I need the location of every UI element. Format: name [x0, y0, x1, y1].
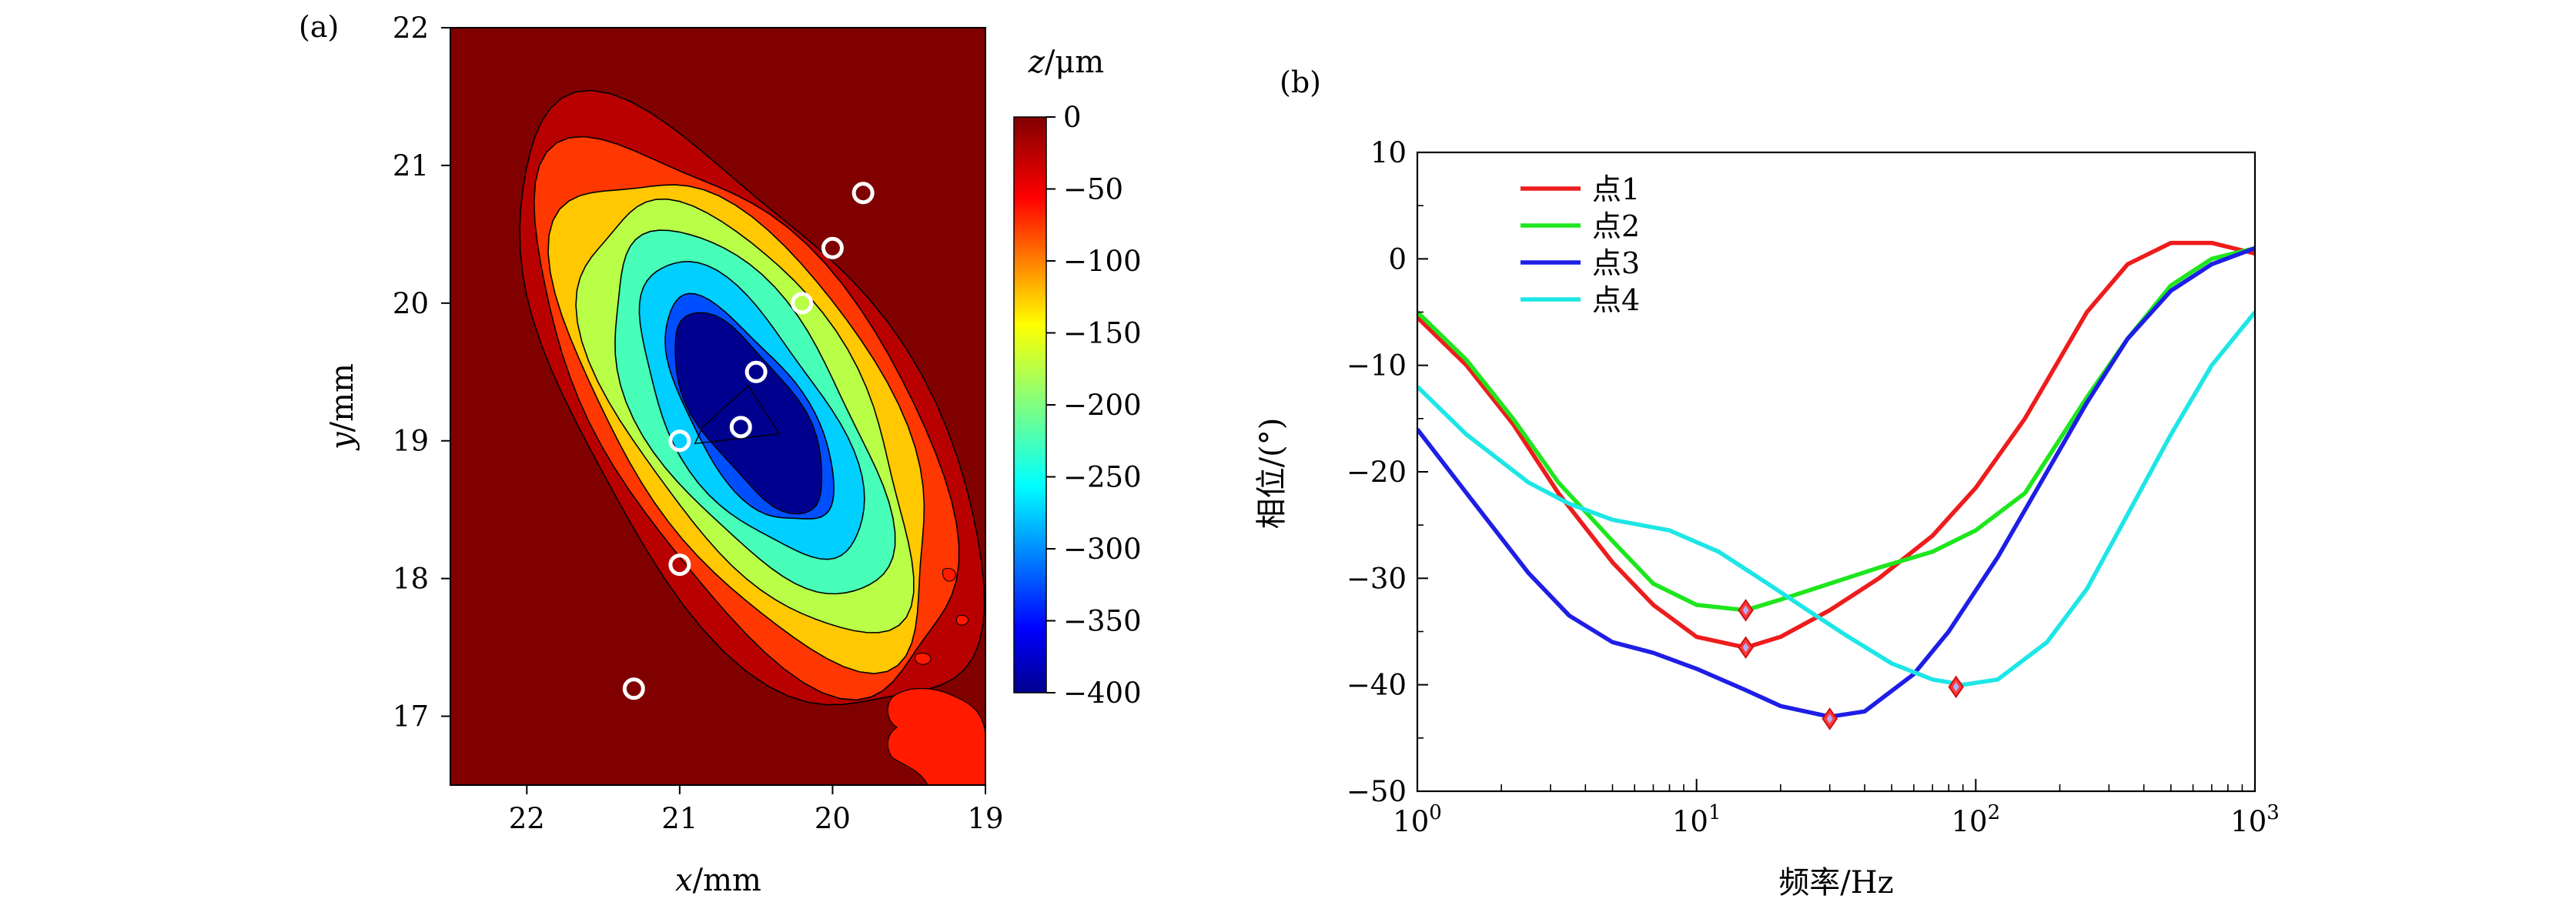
colorbar-label: z/μm — [1028, 45, 1104, 80]
colorbar-label-var: z — [1028, 45, 1045, 80]
edge-speckle — [915, 653, 932, 665]
series-line — [1417, 310, 2255, 687]
colorbar-label-unit: /μm — [1045, 45, 1104, 80]
measurement-point — [791, 292, 814, 315]
line-plot-ytick-label: −30 — [1347, 562, 1407, 595]
line-plot-xtick-label: 101 — [1672, 801, 1721, 838]
contour-band-deepest — [674, 312, 823, 515]
legend-label: 点4 — [1592, 283, 1640, 317]
line-plot-ytick-label: −10 — [1347, 349, 1407, 383]
edge-speckle — [955, 614, 969, 626]
heatmap-ytick-label: 17 — [393, 700, 429, 734]
line-plot-ytick-label: −20 — [1347, 456, 1407, 489]
legend-label: 点1 — [1592, 172, 1640, 206]
panel-b-label: (b) — [1280, 65, 1321, 99]
heatmap-xtick-label: 21 — [661, 802, 698, 835]
legend-label: 点2 — [1592, 209, 1640, 243]
heatmap-plot-area — [450, 28, 985, 785]
measurement-point — [729, 416, 752, 439]
colorbar-tick-label: −250 — [1063, 461, 1142, 494]
measurement-point — [668, 429, 691, 453]
contour-minimum — [694, 385, 781, 445]
line-plot-ytick-label: −40 — [1347, 669, 1407, 702]
line-plot-xlabel: 频率/Hz — [1778, 865, 1893, 901]
heatmap-ylabel: y/mm — [325, 363, 360, 451]
colorbar — [1013, 116, 1047, 693]
line-plot-xtick-label: 102 — [1952, 801, 2001, 838]
measurement-point — [744, 360, 768, 383]
colorbar-tick-label: −400 — [1063, 677, 1142, 710]
minimum-marker-core — [1742, 643, 1749, 653]
heatmap-xlabel-unit: /mm — [693, 863, 761, 898]
line-plot-ytick-label: 0 — [1388, 242, 1407, 276]
heatmap-axes: 22 21 20 19 17 18 19 20 21 22 — [393, 12, 1004, 835]
measurement-points — [622, 182, 875, 700]
heatmap-ytick-label: 18 — [393, 563, 429, 596]
heatmap-ylabel-unit: /mm — [325, 363, 360, 432]
series-line — [1417, 246, 2255, 719]
minimum-markers — [1738, 599, 1964, 730]
colorbar-tick-label: −300 — [1063, 533, 1142, 566]
measurement-point — [851, 182, 875, 205]
colorbar-tick-label: −150 — [1063, 317, 1142, 350]
phase-lines — [1417, 240, 2255, 719]
heatmap-ylabel-var: y — [325, 431, 360, 451]
colorbar-tick-label: 0 — [1063, 101, 1082, 134]
edge-speckle-region — [887, 687, 985, 785]
panel-a-label: (a) — [299, 10, 339, 44]
colorbar-ticks: 0 −50 −100 −150 −200 −250 −300 −350 −400 — [1046, 101, 1142, 710]
colorbar-tick-label: −50 — [1063, 173, 1123, 206]
line-plot-ylabel: 相位/(°) — [1254, 418, 1290, 530]
line-plot-ytick-label: −50 — [1347, 775, 1407, 808]
line-plot-ytick-label: 10 — [1370, 136, 1407, 169]
heatmap-ytick-label: 21 — [393, 149, 429, 182]
measurement-point — [821, 236, 844, 259]
colorbar-tick-label: −100 — [1063, 245, 1142, 278]
line-plot-background — [1417, 152, 2255, 791]
minimum-marker-core — [1742, 605, 1749, 615]
measurement-point — [668, 553, 691, 576]
colorbar-tick-label: −200 — [1063, 389, 1142, 422]
heatmap-xtick-label: 22 — [509, 802, 545, 835]
heatmap-ytick-label: 20 — [393, 287, 429, 320]
heatmap-ytick-label: 22 — [393, 12, 429, 45]
heatmap-xlabel-var: x — [675, 863, 693, 898]
measurement-point — [622, 677, 645, 700]
line-plot-xtick-label: 103 — [2230, 801, 2280, 838]
heatmap-ytick-label: 19 — [393, 425, 429, 458]
minimum-marker-core — [1952, 682, 1959, 692]
series-line — [1417, 240, 2255, 650]
legend-label: 点3 — [1592, 246, 1640, 280]
heatmap-xtick-label: 20 — [815, 802, 851, 835]
heatmap-xtick-label: 19 — [967, 802, 1003, 835]
heatmap-xlabel: x/mm — [675, 863, 761, 898]
colorbar-tick-label: −350 — [1063, 605, 1142, 638]
edge-speckle — [942, 567, 956, 582]
heatmap-frame — [450, 27, 986, 786]
line-plot-xtick-label: 100 — [1393, 801, 1442, 838]
minimum-marker-core — [1826, 713, 1833, 724]
